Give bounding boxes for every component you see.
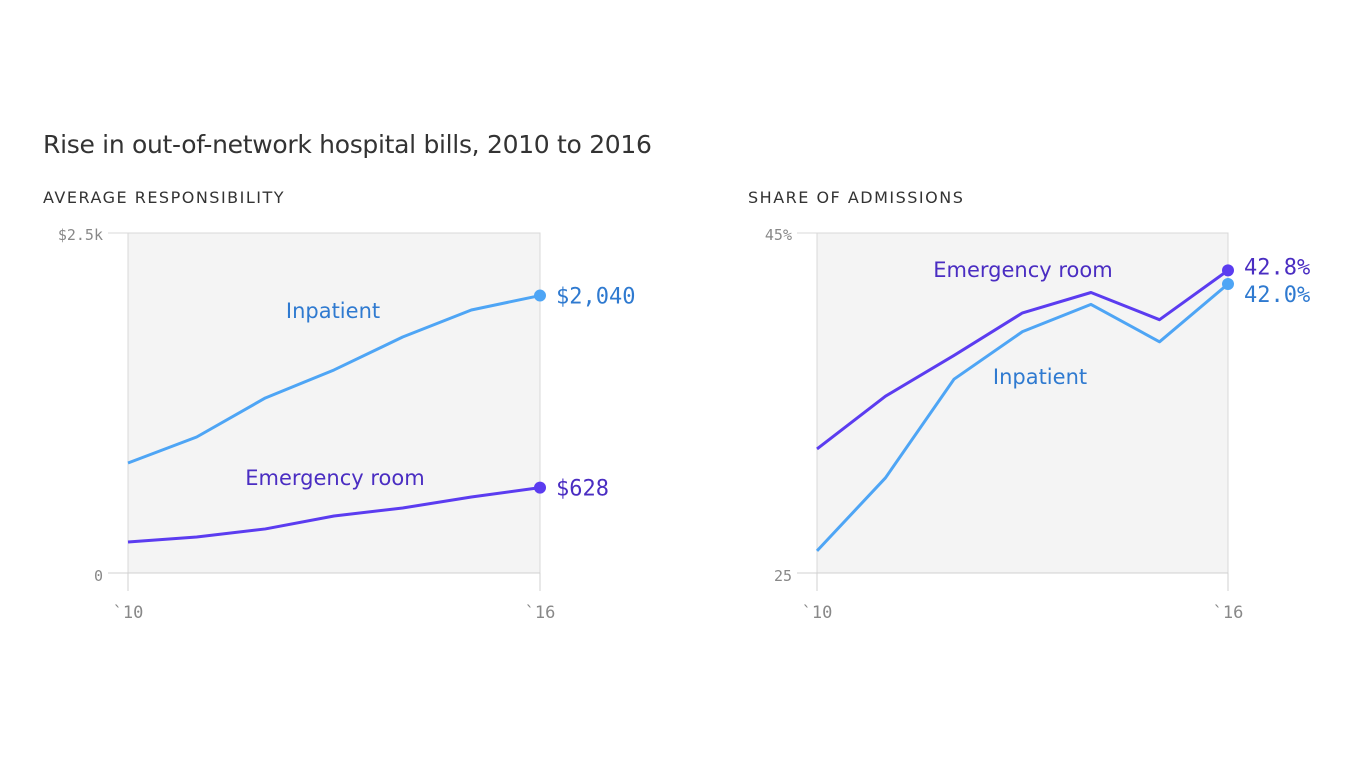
end-value-label-inpatient: $2,040 bbox=[556, 285, 635, 310]
data-point-inpatient bbox=[1222, 278, 1234, 290]
plot-area bbox=[127, 232, 541, 574]
chart-panel-1: 45% 25 `10 `16 Emergency room 42.8% Inpatient 4… bbox=[765, 226, 1310, 623]
end-value-label-er: $628 bbox=[556, 477, 609, 502]
left-chart-subtitle: AVERAGE RESPONSIBILITY bbox=[43, 188, 286, 207]
series-line-er bbox=[816, 269, 1229, 451]
right-chart-subtitle: SHARE OF ADMISSIONS bbox=[748, 188, 965, 207]
y-tick-label: 45% bbox=[765, 226, 792, 244]
y-tick-label: $2.5k bbox=[58, 226, 103, 244]
chart-title: Rise in out-of-network hospital bills, 2… bbox=[43, 130, 652, 159]
series-label-er: Emergency room bbox=[245, 466, 424, 490]
data-point-inpatient bbox=[534, 289, 546, 302]
series-label-inpatient: Inpatient bbox=[993, 365, 1087, 389]
y-tick-label: 25 bbox=[774, 567, 792, 585]
series-label-inpatient: Inpatient bbox=[286, 299, 380, 323]
data-point-er bbox=[1222, 264, 1234, 277]
chart-panel-0: $2.5k 0 `10 `16 Inpatient $2,040 Emergency roo… bbox=[58, 226, 636, 623]
x-tick-label: `16 bbox=[525, 603, 556, 623]
plot-area bbox=[816, 232, 1229, 574]
series-label-er: Emergency room bbox=[933, 258, 1112, 282]
series-line-inpatient bbox=[127, 294, 541, 465]
end-value-label-inpatient: 42.0% bbox=[1244, 283, 1310, 308]
series-line-inpatient bbox=[815, 282, 1229, 552]
x-tick-label: `16 bbox=[1213, 603, 1244, 623]
series-line-er bbox=[127, 486, 541, 544]
data-point-er bbox=[534, 481, 546, 494]
y-tick-label: 0 bbox=[94, 567, 103, 585]
end-value-label-er: 42.8% bbox=[1244, 255, 1310, 280]
x-tick-label: `10 bbox=[802, 603, 833, 623]
x-tick-label: `10 bbox=[113, 603, 144, 623]
